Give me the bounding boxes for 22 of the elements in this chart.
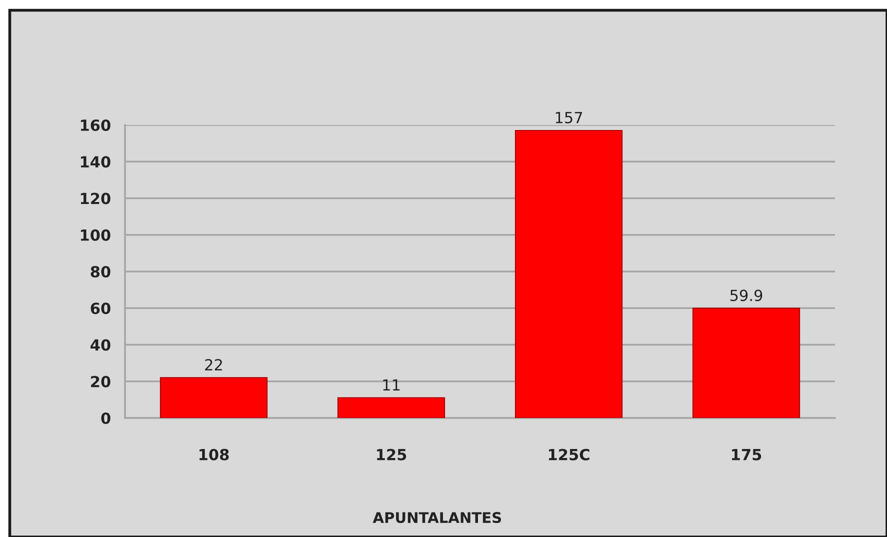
y-tick-label: 100 bbox=[80, 229, 110, 241]
data-label: 22 bbox=[205, 359, 222, 370]
bar bbox=[160, 377, 268, 418]
y-tick-label: 40 bbox=[90, 339, 110, 351]
data-label: 11 bbox=[383, 379, 400, 391]
x-tick-label: 108 bbox=[200, 448, 229, 460]
y-tick-label: 60 bbox=[90, 302, 110, 314]
y-tick-label: 120 bbox=[80, 192, 110, 204]
bar bbox=[337, 397, 446, 418]
x-axis-title: APUNTALANTES bbox=[372, 512, 501, 524]
x-tick-label: 125C bbox=[548, 448, 590, 460]
y-tick-label: 80 bbox=[90, 266, 110, 278]
x-tick-label: 125 bbox=[377, 448, 406, 460]
bar bbox=[514, 130, 623, 418]
y-tick-label: 20 bbox=[91, 376, 110, 388]
y-tick-label: 0 bbox=[101, 412, 110, 424]
data-label: 157 bbox=[556, 112, 582, 124]
y-tick-label: 160 bbox=[80, 119, 110, 132]
bar bbox=[692, 308, 800, 418]
x-tick-label: 175 bbox=[732, 449, 762, 460]
data-label: 59.9 bbox=[730, 290, 762, 302]
y-tick-label: 140 bbox=[80, 156, 110, 168]
